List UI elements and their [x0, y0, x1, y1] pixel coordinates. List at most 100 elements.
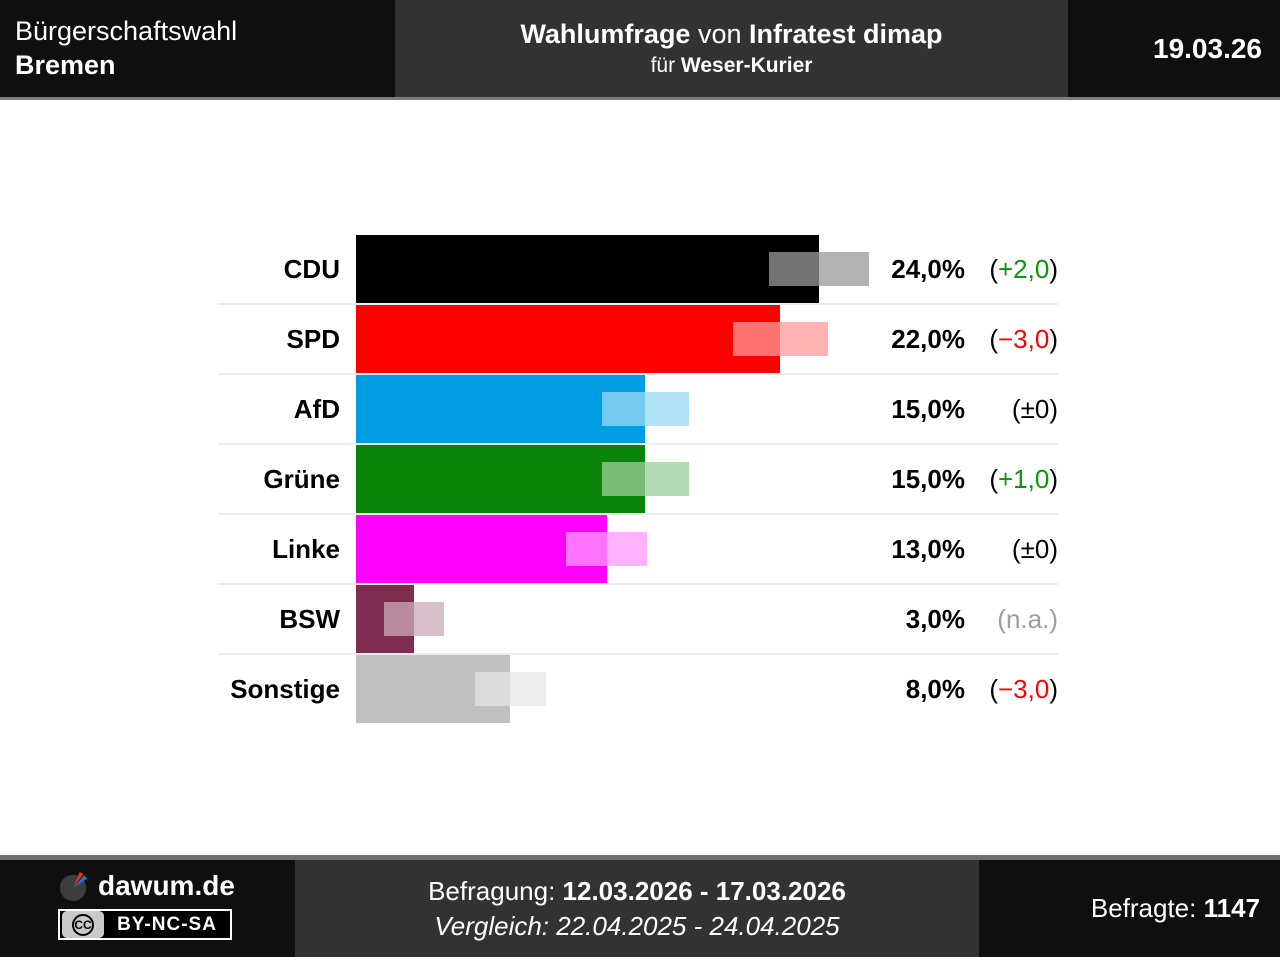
paren-open: (	[989, 324, 998, 354]
error-margin-inner	[474, 672, 511, 706]
paren-close: )	[1049, 464, 1058, 494]
survey-dates-panel: Befragung: 12.03.2026 - 17.03.2026 Vergl…	[295, 860, 979, 957]
party-label: Grüne	[263, 463, 340, 494]
result-value: 8,0%	[905, 674, 965, 704]
poll-row: Sonstige 8,0% (−3,0)	[218, 655, 1058, 725]
paren-close: )	[1049, 604, 1058, 634]
paren-open: (	[989, 254, 998, 284]
paren-open: (	[989, 674, 998, 704]
result-value: 3,0%	[905, 604, 965, 634]
poll-row: Grüne 15,0% (+1,0)	[218, 445, 1058, 515]
result-change: (n.a.)	[878, 585, 1058, 653]
error-margin-outer	[645, 462, 689, 496]
election-title: Bürgerschaftswahl Bremen	[0, 0, 395, 97]
result-value: 15,0%	[891, 394, 965, 424]
result-bar	[356, 515, 607, 583]
survey-client: Weser-Kurier	[680, 54, 813, 77]
client-prefix: für	[650, 54, 681, 77]
brand-link[interactable]: dawum.de	[58, 870, 295, 902]
cc-license-badge[interactable]: CC BY-NC-SA	[58, 909, 232, 940]
result-value: 13,0%	[891, 534, 965, 564]
party-label: AfD	[293, 393, 340, 424]
error-margin-inner	[768, 252, 819, 286]
cc-circle-icon: CC	[72, 913, 94, 936]
result-value: 15,0%	[891, 464, 965, 494]
party-label: Linke	[272, 533, 340, 564]
error-margin-inner	[601, 392, 646, 426]
error-margin-outer	[780, 322, 828, 356]
paren-open: (	[1011, 394, 1021, 424]
survey-period-line: Befragung: 12.03.2026 - 17.03.2026	[428, 876, 846, 907]
change-number: −3,0	[998, 674, 1050, 704]
poll-chart: CDU 24,0% (+2,0) SPD 22,0% (−3,0) AfD 15…	[0, 100, 1280, 855]
change-number: +2,0	[998, 254, 1050, 284]
error-margin-outer	[413, 602, 444, 636]
survey-institute: Infratest dimap	[749, 19, 943, 49]
header-bar: Bürgerschaftswahl Bremen Wahlumfrage von…	[0, 0, 1280, 100]
paren-close: )	[1049, 394, 1058, 424]
result-bar	[356, 655, 511, 723]
error-margin-outer	[510, 672, 546, 706]
election-name: Bürgerschaftswahl	[15, 16, 238, 46]
paren-open: (	[997, 604, 1006, 634]
election-region: Bremen	[15, 50, 116, 80]
party-label: Sonstige	[230, 673, 340, 704]
result-bar	[356, 305, 781, 373]
party-label: SPD	[286, 323, 340, 354]
error-margin-outer	[818, 252, 870, 286]
change-number: +1,0	[998, 464, 1050, 494]
error-margin-outer	[606, 532, 648, 566]
change-number: ±0	[1020, 394, 1050, 424]
result-value: 22,0%	[891, 324, 965, 354]
respondents-panel: Befragte: 1147	[979, 860, 1280, 957]
result-change: (±0)	[878, 375, 1058, 443]
brand-name[interactable]: dawum.de	[98, 870, 235, 901]
error-margin-inner	[733, 322, 781, 356]
poll-row: Linke 13,0% (±0)	[218, 515, 1058, 585]
error-margin-inner	[601, 462, 646, 496]
survey-period-dates: 12.03.2026 - 17.03.2026	[562, 875, 846, 906]
paren-open: (	[1011, 534, 1021, 564]
result-change: (+1,0)	[878, 445, 1058, 513]
survey-title-line: Wahlumfrage von Infratest dimap	[520, 19, 942, 50]
result-bar	[356, 585, 414, 653]
poll-row: BSW 3,0% (n.a.)	[218, 585, 1058, 655]
comparison-line: Vergleich: 22.04.2025 - 24.04.2025	[434, 910, 840, 941]
result-bar	[356, 375, 646, 443]
survey-type: Wahlumfrage	[520, 19, 691, 49]
poll-row: SPD 22,0% (−3,0)	[218, 305, 1058, 375]
paren-open: (	[989, 464, 998, 494]
survey-client-line: für Weser-Kurier	[651, 54, 813, 78]
error-margin-inner	[383, 602, 414, 636]
poll-rows: CDU 24,0% (+2,0) SPD 22,0% (−3,0) AfD 15…	[218, 235, 1058, 725]
paren-close: )	[1049, 674, 1058, 704]
footer-brand-panel: dawum.de CC BY-NC-SA	[0, 860, 295, 957]
result-bar	[356, 445, 646, 513]
change-number: ±0	[1020, 534, 1050, 564]
publication-date: 19.03.26	[1153, 32, 1262, 64]
footer-bar: dawum.de CC BY-NC-SA Befragung: 12.03.20…	[0, 855, 1280, 957]
respondents-label: Befragte:	[1090, 893, 1204, 923]
party-label: BSW	[279, 603, 340, 634]
error-margin-inner	[566, 532, 607, 566]
result-change: (−3,0)	[878, 655, 1058, 723]
respondents-count: 1147	[1203, 893, 1260, 923]
cc-logo: CC	[62, 911, 104, 938]
survey-title-panel: Wahlumfrage von Infratest dimap für Wese…	[395, 0, 1068, 97]
error-margin-outer	[645, 392, 689, 426]
result-value: 24,0%	[891, 254, 965, 284]
paren-close: )	[1049, 324, 1058, 354]
party-label: CDU	[283, 253, 340, 284]
paren-close: )	[1049, 254, 1058, 284]
result-change: (−3,0)	[878, 305, 1058, 373]
poll-row: CDU 24,0% (+2,0)	[218, 235, 1058, 305]
dawum-pie-logo-icon	[59, 871, 88, 902]
survey-period-label: Befragung:	[428, 875, 563, 906]
change-number: n.a.	[1005, 604, 1050, 634]
survey-connector: von	[690, 19, 749, 49]
change-number: −3,0	[998, 324, 1050, 354]
cc-license-text: BY-NC-SA	[117, 913, 217, 935]
result-change: (±0)	[878, 515, 1058, 583]
paren-close: )	[1049, 534, 1058, 564]
poll-row: AfD 15,0% (±0)	[218, 375, 1058, 445]
